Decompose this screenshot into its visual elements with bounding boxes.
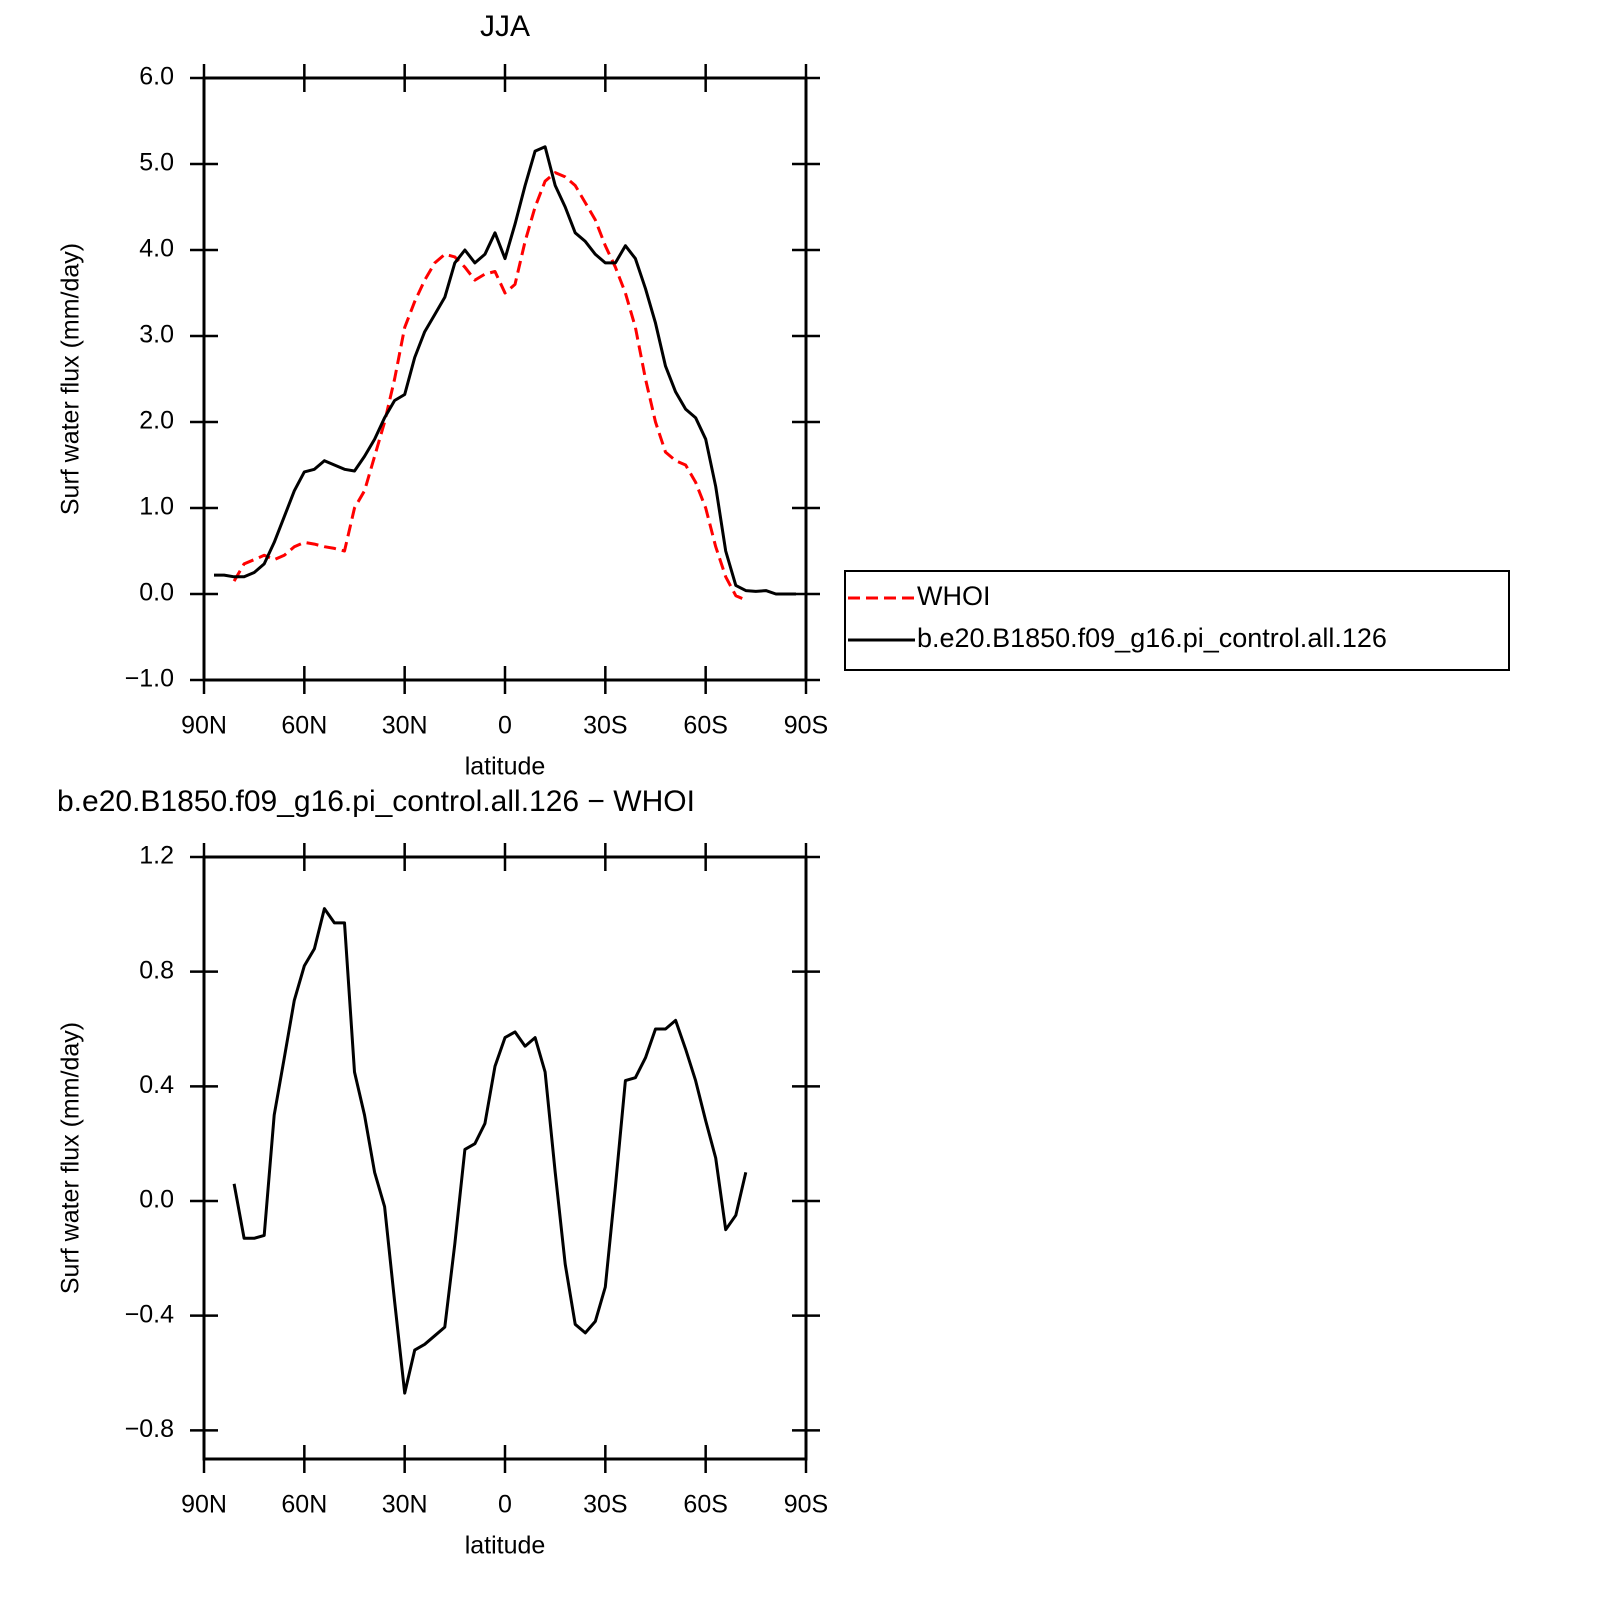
y-tick-label: 1.2 <box>139 842 174 870</box>
y-axis-label: Surf water flux (mm/day) <box>57 243 85 515</box>
x-tick-label: 0 <box>498 712 512 740</box>
x-tick-label: 60N <box>281 712 327 740</box>
y-tick-label: −0.4 <box>125 1300 174 1328</box>
y-tick-label: 1.0 <box>139 493 174 521</box>
x-tick-label: 0 <box>498 1491 512 1519</box>
y-axis-label: Surf water flux (mm/day) <box>57 1022 85 1294</box>
y-tick-label: 0.0 <box>139 579 174 607</box>
legend-box <box>844 570 1510 671</box>
y-tick-label: 5.0 <box>139 149 174 177</box>
data-line <box>232 171 747 602</box>
y-tick-label: 4.0 <box>139 235 174 263</box>
y-tick-label: 0.4 <box>139 1071 174 1099</box>
data-line <box>214 145 796 596</box>
plot-frame <box>202 76 808 682</box>
x-tick-label: 30N <box>382 712 428 740</box>
x-tick-label: 60S <box>683 1491 727 1519</box>
legend-label: WHOI <box>917 581 991 611</box>
x-tick-label: 90S <box>784 1491 828 1519</box>
y-tick-label: 2.0 <box>139 407 174 435</box>
x-axis-label: latitude <box>465 1532 546 1560</box>
y-tick-label: −1.0 <box>125 665 174 693</box>
x-tick-label: 60S <box>683 712 727 740</box>
x-tick-label: 90S <box>784 712 828 740</box>
x-tick-label: 90N <box>181 712 227 740</box>
y-tick-label: 0.0 <box>139 1186 174 1214</box>
data-line <box>232 907 748 1395</box>
chart-title: JJA <box>480 10 530 43</box>
chart-title: b.e20.B1850.f09_g16.pi_control.all.126 −… <box>57 785 695 818</box>
x-axis-label: latitude <box>465 753 546 781</box>
x-tick-label: 30S <box>583 712 627 740</box>
x-tick-label: 90N <box>181 1491 227 1519</box>
x-tick-label: 30N <box>382 1491 428 1519</box>
y-tick-label: 6.0 <box>139 63 174 91</box>
x-tick-label: 60N <box>281 1491 327 1519</box>
y-tick-label: 0.8 <box>139 956 174 984</box>
x-tick-label: 30S <box>583 1491 627 1519</box>
y-tick-label: −0.8 <box>125 1415 174 1443</box>
y-tick-label: 3.0 <box>139 321 174 349</box>
legend-label: b.e20.B1850.f09_g16.pi_control.all.126 <box>917 623 1387 653</box>
